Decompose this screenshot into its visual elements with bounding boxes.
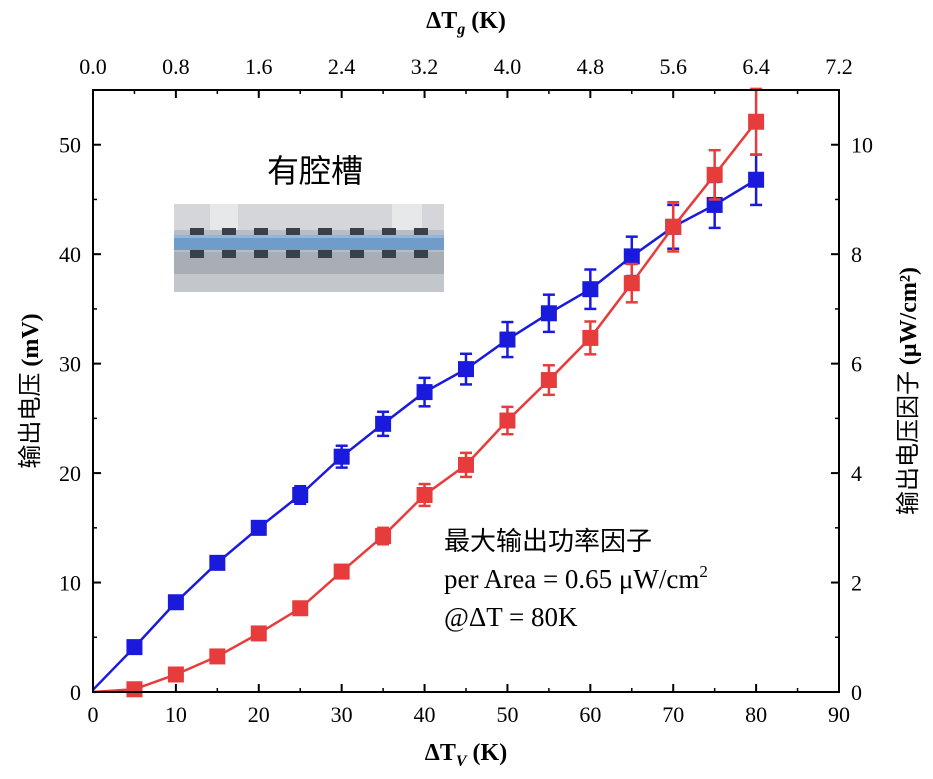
bottom-tick-label: 70 [662, 702, 684, 727]
data-point [623, 275, 640, 292]
top-tick-label: 6.4 [742, 54, 770, 79]
top-tick-label: 0.8 [162, 54, 190, 79]
top-tick-label: 4.0 [494, 54, 522, 79]
data-point [375, 415, 392, 432]
data-point [209, 554, 226, 571]
annotation-line-1: 最大输出功率因子 [444, 527, 652, 557]
data-point [582, 281, 599, 298]
right-tick-label: 4 [851, 461, 862, 486]
data-point [706, 196, 723, 213]
data-point [540, 305, 557, 322]
right-tick-label: 8 [851, 242, 862, 267]
top-tick-label: 3.2 [411, 54, 439, 79]
bottom-axis-title: ΔTV (K) [425, 740, 507, 770]
data-point [292, 600, 309, 617]
top-tick-label: 4.8 [577, 54, 605, 79]
bottom-tick-label: 90 [828, 702, 850, 727]
annotation-line-2: per Area = 0.65 μW/cm2 [444, 562, 708, 594]
bottom-tick-label: 10 [165, 702, 187, 727]
data-point [458, 361, 474, 378]
data-point [499, 331, 516, 348]
data-point [748, 171, 765, 188]
data-point [209, 648, 226, 665]
right-tick-label: 6 [851, 352, 862, 377]
device-photo [174, 204, 444, 292]
data-point [540, 372, 557, 389]
top-tick-label: 0.0 [79, 54, 107, 79]
data-point [333, 448, 350, 465]
data-point [458, 456, 474, 473]
right-tick-label: 2 [851, 571, 862, 596]
data-point [292, 486, 309, 503]
data-point [126, 681, 143, 698]
data-point [706, 166, 723, 183]
bottom-tick-label: 80 [745, 702, 767, 727]
data-point [623, 248, 640, 265]
series-layer [92, 87, 765, 698]
bottom-tick-label: 50 [496, 702, 518, 727]
data-point [416, 486, 433, 503]
right-tick-label: 10 [851, 133, 873, 158]
bottom-tick-label: 0 [88, 702, 99, 727]
top-axis-title: ΔTg (K) [426, 8, 506, 38]
bottom-tick-label: 20 [248, 702, 270, 727]
data-point [665, 218, 682, 235]
right-axis-title: 输出电压因子 (μW/cm²) [894, 267, 922, 515]
data-point [167, 594, 184, 611]
data-point [250, 519, 267, 536]
right-tick-label: 0 [851, 680, 862, 705]
left-tick-label: 0 [70, 680, 81, 705]
bottom-tick-label: 30 [331, 702, 353, 727]
top-tick-label: 5.6 [659, 54, 687, 79]
bottom-tick-label: 40 [414, 702, 436, 727]
data-point [499, 412, 516, 429]
left-tick-label: 40 [59, 242, 81, 267]
left-tick-label: 20 [59, 461, 81, 486]
top-tick-label: 7.2 [825, 54, 853, 79]
left-axis-title: 输出电压 (mV) [16, 313, 44, 468]
left-tick-label: 30 [59, 352, 81, 377]
data-point [250, 625, 267, 642]
data-point [748, 113, 765, 130]
series-2 [92, 87, 765, 698]
data-point [167, 666, 184, 683]
series-1 [92, 153, 765, 691]
data-point [126, 639, 143, 656]
top-tick-label: 2.4 [328, 54, 356, 79]
axes: 0 10 20 30 40 50 60 70 80 900.0 0.8 1.6 2.4 3.2 4.0 4.8… [59, 54, 873, 727]
plot-frame [92, 89, 840, 693]
annotation: 最大输出功率因子 per Area = 0.65 μW/cm2 @ΔT = 80… [444, 527, 708, 632]
data-point [582, 329, 599, 346]
top-tick-label: 1.6 [245, 54, 273, 79]
inset-title: 有腔槽 [267, 152, 363, 190]
annotation-line-3: @ΔT = 80K [444, 602, 578, 632]
left-tick-label: 10 [59, 571, 81, 596]
left-tick-label: 50 [59, 133, 81, 158]
bottom-tick-label: 60 [579, 702, 601, 727]
data-point [416, 384, 433, 401]
data-point [375, 528, 392, 545]
data-point [333, 563, 350, 580]
